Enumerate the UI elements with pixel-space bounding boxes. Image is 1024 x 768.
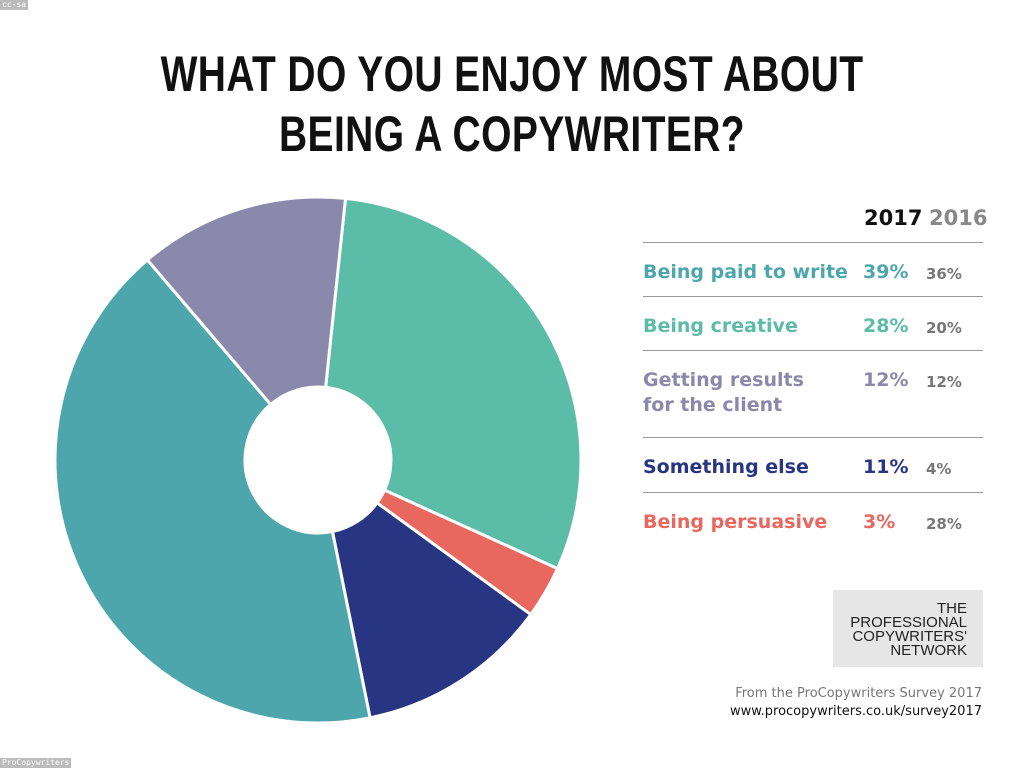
value-2016: 20%: [926, 319, 962, 337]
value-2016: 28%: [926, 515, 962, 533]
source-text: From the ProCopywriters Survey 2017: [735, 686, 982, 701]
pie-slice-getting-results-for-the-client: [145, 195, 348, 407]
watermark-bottom: ProCopywriters: [0, 758, 72, 768]
column-header-2017: 2017: [864, 206, 923, 230]
legend-row: Getting results for the client 12% 12%: [643, 350, 983, 438]
title-line: BEING A COPYWRITER?: [278, 106, 746, 162]
watermark-top: cc-sa: [0, 0, 29, 10]
legend-row: Being creative 28% 20%: [643, 296, 983, 351]
pcn-logo: THE PROFESSIONAL COPYWRITERS' NETWORK: [833, 590, 983, 667]
legend-row: Being persuasive 3% 28%: [643, 492, 983, 548]
pie-slice-being-paid-to-write: [53, 257, 372, 725]
legend-label: Being creative: [643, 315, 798, 337]
chart-title: WHAT DO YOU ENJOY MOST ABOUT BEING A COP…: [113, 44, 912, 164]
value-2017: 11%: [863, 456, 909, 478]
title-line: WHAT DO YOU ENJOY MOST ABOUT: [160, 46, 864, 102]
value-2016: 36%: [926, 265, 962, 283]
value-2017: 28%: [863, 315, 909, 337]
column-header-2016: 2016: [929, 206, 988, 230]
legend-row: Being paid to write 39% 36%: [643, 242, 983, 297]
value-2016: 4%: [926, 460, 952, 478]
value-2017: 3%: [863, 511, 896, 533]
pie-slice-something-else: [330, 500, 533, 720]
source-url[interactable]: www.procopywriters.co.uk/survey2017: [729, 704, 982, 719]
value-2016: 12%: [926, 373, 962, 391]
legend-label: Being paid to write: [643, 261, 848, 283]
value-2017: 12%: [863, 369, 909, 391]
legend-label: Getting results for the client: [643, 369, 804, 416]
legend-label: Something else: [643, 456, 809, 478]
legend-label: Being persuasive: [643, 511, 828, 533]
donut-chart: [53, 195, 583, 725]
pie-slice-being-creative: [323, 196, 583, 571]
legend-row: Something else 11% 4%: [643, 437, 983, 493]
value-2017: 39%: [863, 261, 909, 283]
